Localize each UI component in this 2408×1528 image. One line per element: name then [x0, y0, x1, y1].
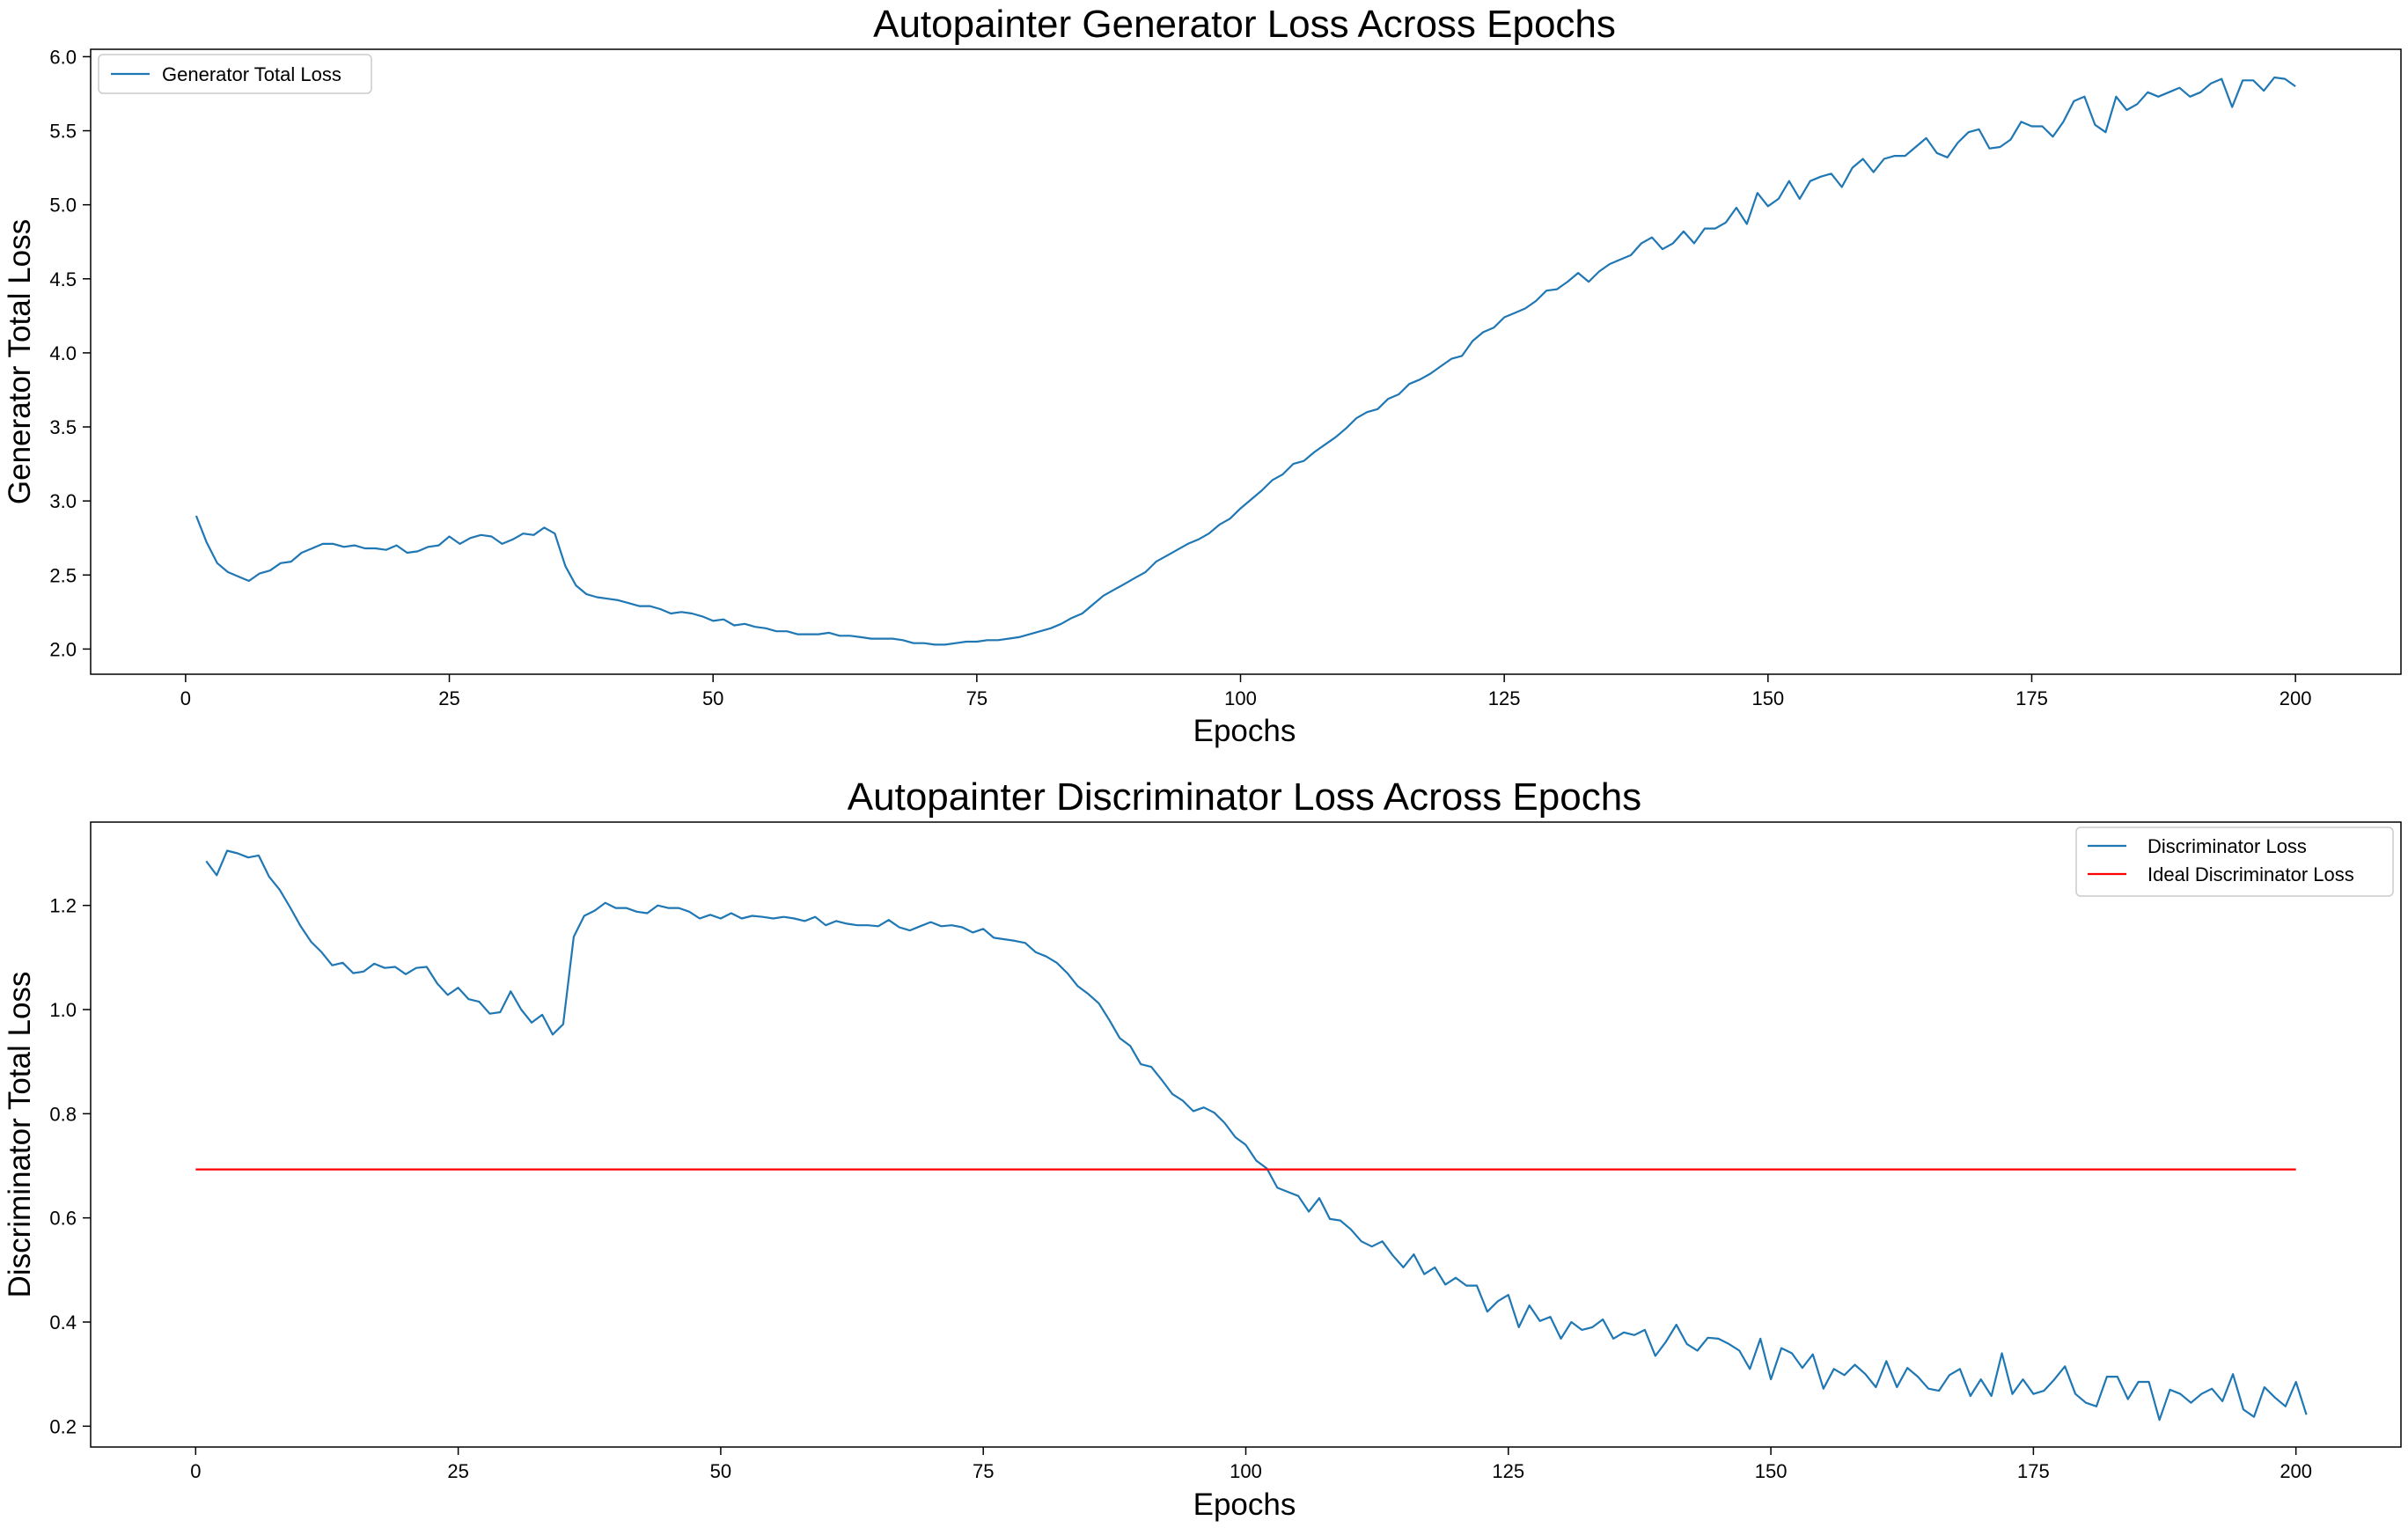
- generator-chart-title: Autopainter Generator Loss Across Epochs: [873, 3, 1616, 46]
- generator-y-tick-label: 3.5: [49, 416, 77, 438]
- generator-x-ticks: 0 25 50 75 100 125 150 175 200: [180, 674, 2312, 709]
- generator-series-lines: [195, 76, 2296, 646]
- generator-x-tick-label: 100: [1224, 687, 1257, 709]
- discriminator-legend-label-2: Ideal Discriminator Loss: [2147, 863, 2354, 885]
- generator-x-tick-label: 75: [966, 687, 987, 709]
- generator-x-tick-label: 0: [180, 687, 191, 709]
- generator-y-tick-label: 5.0: [49, 195, 77, 217]
- discriminator-x-tick-label: 0: [190, 1460, 201, 1482]
- generator-y-tick-label: 2.0: [49, 638, 77, 660]
- discriminator-loss-chart: Autopainter Discriminator Loss Across Ep…: [3, 775, 2402, 1522]
- generator-y-tick-label: 3.0: [49, 490, 77, 512]
- discriminator-x-tick-label: 50: [710, 1460, 731, 1482]
- generator-y-tick-label: 4.0: [49, 342, 77, 364]
- generator-legend: Generator Total Loss: [98, 54, 372, 94]
- generator-x-tick-label: 200: [2280, 687, 2312, 709]
- discriminator-x-tick-label: 200: [2280, 1460, 2312, 1482]
- discriminator-y-tick-label: 1.2: [49, 895, 77, 917]
- generator-y-tick-label: 5.5: [49, 121, 77, 143]
- generator-plot-frame: [90, 48, 2402, 675]
- discriminator-y-tick-label: 0.4: [49, 1311, 77, 1333]
- generator-y-axis-label: Generator Total Loss: [3, 219, 37, 504]
- generator-x-axis-label: Epochs: [1193, 714, 1296, 748]
- discriminator-series-lines: [195, 849, 2308, 1421]
- discriminator-y-ticks: 0.2 0.4 0.6 0.8 1.0 1.2: [49, 895, 91, 1437]
- discriminator-x-tick-label: 125: [1492, 1460, 1524, 1482]
- generator-x-tick-label: 50: [702, 687, 723, 709]
- generator-x-tick-label: 25: [438, 687, 459, 709]
- discriminator-series-line-1: [205, 849, 2308, 1421]
- discriminator-x-ticks: 0 25 50 75 100 125 150 175 200: [190, 1447, 2312, 1482]
- discriminator-y-axis-label: Discriminator Total Loss: [3, 972, 37, 1298]
- discriminator-x-tick-label: 150: [1755, 1460, 1788, 1482]
- generator-x-tick-label: 150: [1751, 687, 1784, 709]
- discriminator-x-tick-label: 75: [973, 1460, 994, 1482]
- discriminator-legend-box: [2075, 826, 2394, 897]
- discriminator-x-tick-label: 175: [2017, 1460, 2050, 1482]
- discriminator-y-tick-label: 0.2: [49, 1415, 77, 1437]
- generator-x-tick-label: 125: [1488, 687, 1521, 709]
- generator-series-line-1: [195, 76, 2296, 646]
- discriminator-y-tick-label: 0.6: [49, 1208, 77, 1230]
- discriminator-x-axis-label: Epochs: [1193, 1488, 1296, 1522]
- discriminator-legend-label-1: Discriminator Loss: [2147, 835, 2307, 857]
- generator-legend-box: [98, 54, 372, 94]
- discriminator-y-tick-label: 0.8: [49, 1103, 77, 1125]
- generator-y-tick-label: 4.5: [49, 268, 77, 290]
- generator-y-tick-label: 2.5: [49, 564, 77, 586]
- discriminator-chart-title: Autopainter Discriminator Loss Across Ep…: [848, 775, 1641, 819]
- generator-legend-label: Generator Total Loss: [162, 63, 341, 85]
- discriminator-legend: Discriminator Loss Ideal Discriminator L…: [2075, 826, 2394, 897]
- discriminator-x-tick-label: 100: [1230, 1460, 1262, 1482]
- discriminator-plot-frame: [90, 821, 2402, 1448]
- generator-x-tick-label: 175: [2015, 687, 2048, 709]
- generator-y-tick-label: 6.0: [49, 46, 77, 68]
- generator-y-ticks: 2.0 2.5 3.0 3.5 4.0 4.5 5.0 5.5 6.0: [49, 46, 91, 660]
- discriminator-x-tick-label: 25: [447, 1460, 468, 1482]
- generator-loss-chart: Autopainter Generator Loss Across Epochs…: [3, 3, 2402, 748]
- discriminator-y-tick-label: 1.0: [49, 999, 77, 1021]
